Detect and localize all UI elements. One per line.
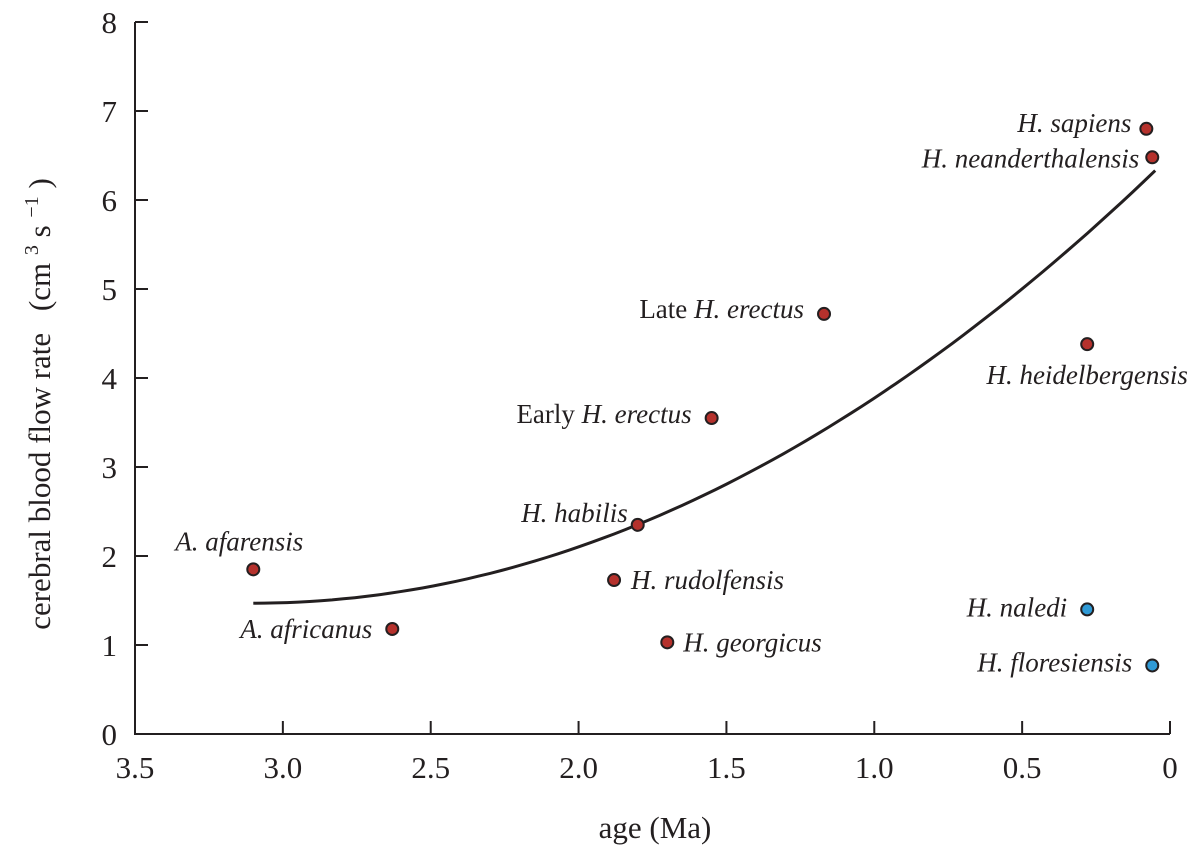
labels-layer: A. afarensis A. africanus H. habilis H. rud… [173,108,1188,678]
y-axis-title-text: cerebral blood flow rate [22,333,57,630]
y-tick-label: 1 [102,628,118,663]
point-label-prefix: Early [516,399,581,429]
y-tick-label: 7 [102,94,118,129]
point-label: A. africanus [238,614,372,644]
point-label-prefix: Late [639,294,694,324]
point-label-species: H. erectus [581,399,692,429]
y-tick-label: 3 [102,450,118,485]
point-label: A. afarensis [173,526,303,556]
y-tick-label: 2 [102,539,118,574]
point-label-species: A. afarensis [173,526,303,556]
data-point-h-naledi [1080,602,1095,617]
point-label: Early H. erectus [516,399,691,429]
point-label-species: H. naledi [966,592,1068,622]
y-tick-label: 5 [102,272,118,307]
y-tick-label: 8 [102,5,118,40]
x-tick-label: 2.5 [411,750,450,785]
y-axis-title-group: cerebral blood flow rate (cm 3 s −1 ) [10,178,57,630]
data-point-h-sapiens [1139,121,1154,136]
y-axis-unit-mid: s [22,225,57,237]
data-point-a-afarensis [246,562,261,577]
point-label: H. naledi [966,592,1068,622]
point-label: H. georgicus [682,627,821,657]
x-axis-title: age (Ma) [599,810,712,845]
y-axis-title: cerebral blood flow rate (cm 3 s −1 ) [10,178,57,630]
x-tick-label: 3.0 [263,750,302,785]
x-tick-label: 0.5 [1003,750,1042,785]
point-label-species: H. habilis [520,498,628,528]
points-layer [246,121,1160,673]
data-point-h-heidelbergensis [1080,337,1095,352]
point-label-species: A. africanus [238,614,372,644]
point-label: H. habilis [520,498,628,528]
data-point-h-habilis [630,517,645,532]
x-tick-label: 1.0 [855,750,894,785]
y-tick-label: 0 [102,717,118,752]
point-label-species: H. rudolfensis [630,565,784,595]
point-label-species: H. georgicus [682,627,821,657]
point-label: H. heidelbergensis [985,360,1187,390]
point-label-species: H. sapiens [1016,108,1131,138]
y-axis-unit-open: (cm [22,263,57,311]
point-label: Late H. erectus [639,294,804,324]
y-axis-unit-exp1: 3 [21,245,43,255]
y-tick-label: 6 [102,183,118,218]
data-point-h-floresiensis [1145,658,1160,673]
point-label: H. floresiensis [976,647,1132,677]
x-tick-label: 3.5 [116,750,155,785]
y-tick-label: 4 [102,361,118,396]
point-label: H. neanderthalensis [921,143,1139,173]
x-tick-label: 2.0 [559,750,598,785]
data-point-h-neanderthalensis [1145,150,1160,165]
point-label-species: H. neanderthalensis [921,143,1139,173]
data-point-early-h-erectus [704,411,719,426]
data-point-h-georgicus [660,635,675,650]
point-label: H. sapiens [1016,108,1131,138]
axes: 0 1 2 3 4 5 6 7 8 3.5 3.0 2.5 2.0 1.5 1.0 0.5 0 [102,5,1178,785]
x-tick-label: 0 [1162,750,1178,785]
data-point-h-rudolfensis [607,573,622,588]
data-point-a-africanus [385,621,400,636]
trend-layer [253,169,1157,605]
data-point-late-h-erectus [817,306,832,321]
point-label-species: H. heidelbergensis [985,360,1187,390]
point-label: H. rudolfensis [630,565,784,595]
x-tick-label: 1.5 [707,750,746,785]
y-axis-unit-close: ) [22,178,57,188]
point-label-species: H. floresiensis [976,647,1132,677]
trend-curve [253,169,1157,605]
y-axis-unit-exp2: −1 [21,196,43,217]
point-label-species: H. erectus [693,294,804,324]
